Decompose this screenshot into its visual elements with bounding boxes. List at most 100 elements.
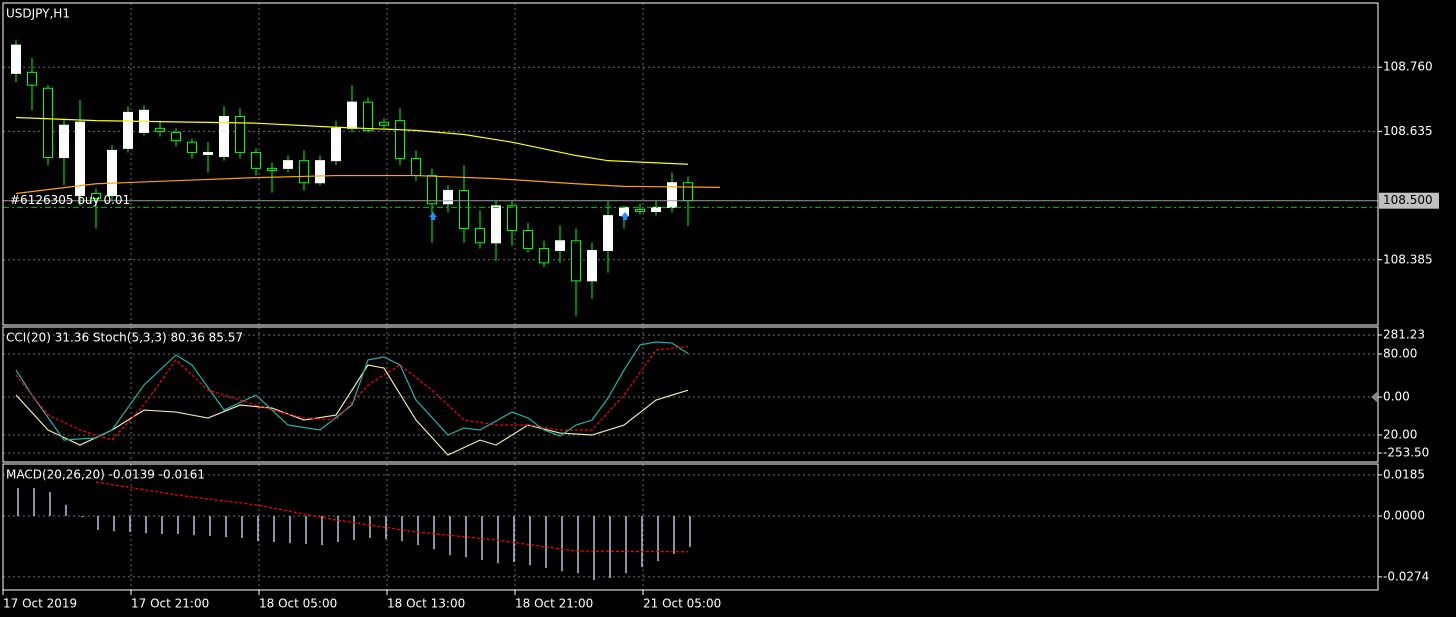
macd-bar (273, 516, 275, 542)
y-tick-label: 0.0000 (1383, 509, 1425, 523)
candle-body (379, 121, 389, 126)
y-tick-label: -253.50 (1383, 445, 1429, 459)
candle-body (587, 250, 597, 282)
zero-marker (1371, 391, 1378, 403)
macd-bar (417, 516, 419, 546)
macd-bar (33, 488, 35, 516)
macd-bar (577, 516, 579, 574)
macd-bar (81, 516, 83, 518)
candle-body (267, 167, 277, 171)
y-tick-label: 281.23 (1383, 328, 1425, 342)
candle-body (331, 127, 341, 162)
panel-title: USDJPY,H1 (6, 7, 70, 21)
candle-body (411, 158, 421, 177)
candle-body (299, 160, 309, 184)
macd-bar (225, 516, 227, 538)
candle-body (235, 115, 245, 153)
macd-bar (689, 516, 691, 547)
candle-body (363, 101, 373, 131)
candle-body (395, 120, 405, 160)
macd-bar (657, 516, 659, 562)
indicator-line (15, 116, 689, 165)
macd-bar (385, 516, 387, 540)
buy-arrow (621, 212, 629, 220)
macd-panel-border (2, 463, 1379, 591)
macd-bar (561, 516, 563, 572)
text-layer: 108.760 108.635 108.385 108.500 #6126305 buy… (3, 7, 1433, 611)
macd-bar (161, 516, 163, 534)
candle-body (171, 131, 181, 142)
macd-bar (49, 492, 51, 516)
y-tick-label: 108.760 (1383, 60, 1433, 74)
order-label: #6126305 buy 0.01 (10, 193, 130, 207)
candle-body (251, 151, 261, 169)
x-tick-label: 18 Oct 05:00 (259, 597, 337, 611)
candle-body (523, 230, 533, 249)
candle-body (43, 87, 53, 159)
macd-bar (241, 516, 243, 538)
candle-body (219, 115, 229, 158)
candle-body (75, 121, 85, 197)
macd-bar (321, 516, 323, 546)
x-tick-label: 21 Oct 05:00 (643, 597, 721, 611)
candle-body (539, 247, 549, 264)
x-tick-label: 17 Oct 21:00 (131, 597, 209, 611)
candle-body (491, 205, 501, 244)
x-tick-label: 18 Oct 21:00 (515, 597, 593, 611)
macd-bar (449, 516, 451, 556)
candle-body (315, 160, 325, 184)
macd-bar (17, 488, 19, 516)
macd-bar (129, 516, 131, 532)
indicator-line (15, 345, 689, 441)
bid-label: 108.500 (1383, 193, 1433, 207)
candle-body (635, 208, 645, 213)
macd-bar (513, 516, 515, 562)
macd-bar (97, 516, 99, 530)
macd-bar (497, 516, 499, 564)
macd-bar (145, 516, 147, 534)
candle-body (571, 240, 581, 282)
candle-body (59, 124, 69, 159)
panel-title: MACD(20,26,20) -0.0139 -0.0161 (6, 468, 205, 482)
macd-bar (305, 516, 307, 544)
macd-bar (401, 516, 403, 542)
macd-bar (337, 516, 339, 542)
macd-bar (433, 516, 435, 550)
candle-body (187, 141, 197, 153)
macd-bar (609, 516, 611, 578)
macd-bar (209, 516, 211, 536)
y-tick-label: 0.00 (1383, 390, 1410, 404)
candle-body (475, 227, 485, 244)
candle-body (555, 240, 565, 252)
candle-body (27, 71, 37, 86)
macd-bar (529, 516, 531, 566)
buy-arrow (429, 212, 437, 220)
candle-body (91, 193, 101, 200)
candle-body (155, 127, 165, 132)
candle-body (11, 44, 21, 74)
macd-bar (545, 516, 547, 568)
candle-body (203, 151, 213, 155)
macd-bar (593, 516, 595, 580)
mark-layer (3, 39, 1439, 580)
candle-body (603, 215, 613, 252)
macd-bar (673, 516, 675, 554)
x-tick-label: 18 Oct 13:00 (387, 597, 465, 611)
macd-bar (641, 516, 643, 568)
indicator-line (15, 341, 689, 441)
macd-bar (369, 516, 371, 538)
indicator-line (95, 481, 689, 553)
y-tick-label: 0.0185 (1383, 467, 1425, 481)
macd-bar (193, 516, 195, 536)
bid-box (1379, 192, 1439, 209)
main-panel-border (2, 2, 1379, 326)
macd-bar (257, 516, 259, 542)
macd-bar (353, 516, 355, 540)
grid-layer (2, 3, 1382, 595)
panel-title: CCI(20) 31.36 Stoch(5,3,3) 80.36 85.57 (6, 331, 243, 345)
y-tick-label: 108.635 (1383, 124, 1433, 138)
candle-body (107, 149, 117, 197)
y-tick-label: 20.00 (1383, 428, 1417, 442)
